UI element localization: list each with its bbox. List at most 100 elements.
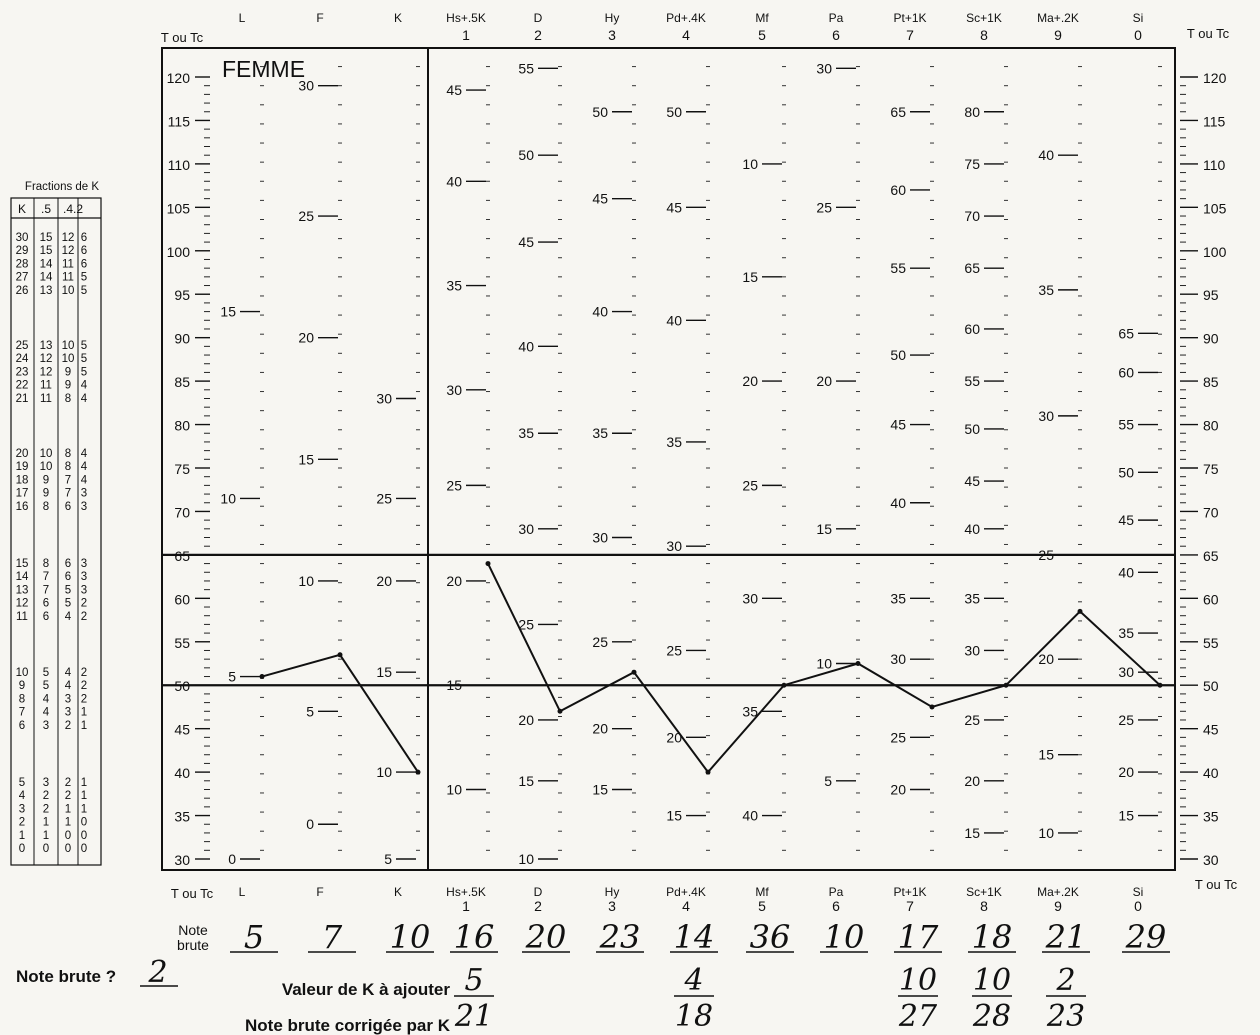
k-fractions-cell: 11 — [16, 611, 28, 623]
k-fractions-cell: 24 — [16, 353, 29, 365]
k-fractions-cell: 7 — [19, 707, 25, 719]
scale-raw-label: 80 — [964, 104, 980, 120]
scale-raw-label: 20 — [376, 573, 392, 589]
scale-header-top-abbr: Pd+.4K — [666, 11, 706, 25]
scale-header-bottom-abbr: Hs+.5K — [446, 885, 486, 899]
note-brute-value: 7 — [322, 918, 343, 956]
scale-header-top-abbr: Hy — [605, 11, 620, 25]
profile-point — [1157, 682, 1163, 688]
k-fractions-cell: 5 — [81, 353, 87, 365]
scale-raw-label: 65 — [964, 260, 980, 276]
k-fractions-cell: 11 — [62, 272, 74, 284]
scale-raw-label: 10 — [816, 656, 832, 672]
scale-raw-label: 20 — [666, 729, 682, 745]
k-fractions-cell: 13 — [16, 584, 29, 596]
right-axis-label: 35 — [1203, 809, 1219, 825]
k-fractions-cell: 15 — [16, 558, 29, 570]
k-fractions-cell: 3 — [19, 803, 25, 815]
k-fractions-cell: 10 — [40, 461, 53, 473]
k-fractions-cell: 6 — [65, 501, 71, 513]
left-axis-label: 40 — [174, 765, 190, 781]
k-fractions-cell: 5 — [43, 680, 49, 692]
right-axis-label: 115 — [1203, 113, 1226, 129]
note-brute-value: 10 — [824, 918, 865, 956]
k-fractions-cell: 6 — [65, 558, 71, 570]
left-axis-label: 55 — [174, 635, 190, 651]
k-fractions-cell: 14 — [16, 571, 29, 583]
scale-raw-label: 50 — [518, 147, 534, 163]
scale-header-top-abbr: D — [534, 11, 543, 25]
k-fractions-cell: 2 — [65, 790, 71, 802]
k-fractions-cell: 2 — [65, 720, 71, 732]
k-fractions-cell: 4 — [43, 693, 50, 705]
scale-raw-label: 25 — [592, 634, 608, 650]
left-axis-label: 100 — [167, 244, 191, 260]
t-label-top-right: T ou Tc — [1187, 26, 1230, 41]
k-fractions-cell: 5 — [19, 777, 25, 789]
k-fractions-cell: 6 — [43, 598, 49, 610]
k-fractions-cell: 7 — [65, 488, 71, 500]
profile-point — [781, 682, 787, 688]
k-fractions-cell: 4 — [43, 707, 50, 719]
note-brute-question-value: 2 — [147, 955, 167, 990]
scale-raw-label: 40 — [592, 304, 608, 320]
scale-raw-label: 15 — [220, 304, 236, 320]
scale-header-bottom-abbr: Hy — [605, 885, 620, 899]
scale-raw-label: 30 — [890, 651, 906, 667]
note-brute-value: 16 — [454, 918, 495, 956]
k-fractions-cell: 2 — [81, 611, 87, 623]
k-fractions-cell: 3 — [81, 584, 87, 596]
scale-header-top-abbr: Ma+.2K — [1037, 11, 1079, 25]
k-fractions-cell: 16 — [16, 501, 29, 513]
k-fractions-cell: 8 — [19, 693, 25, 705]
scale-header-top-abbr: Pt+1K — [893, 11, 926, 25]
scale-raw-label: 35 — [592, 425, 608, 441]
scale-raw-label: 15 — [1118, 808, 1134, 824]
scale-raw-label: 30 — [592, 530, 608, 546]
k-fractions-cell: 18 — [16, 474, 29, 486]
left-axis-label: 120 — [167, 70, 191, 86]
k-fractions-cell: 6 — [81, 245, 87, 257]
note-brute-label: Note — [178, 922, 208, 938]
scale-header-bottom-num: 9 — [1054, 898, 1062, 914]
k-fractions-cell: 1 — [81, 707, 87, 719]
note-brute-value: 21 — [1045, 918, 1087, 956]
scale-raw-label: 25 — [666, 642, 682, 658]
k-fractions-cell: 12 — [16, 598, 29, 610]
scale-header-top-num: 5 — [758, 27, 766, 43]
right-axis-label: 100 — [1203, 244, 1227, 260]
k-fractions-cell: 5 — [43, 667, 49, 679]
scale-raw-label: 10 — [518, 851, 534, 867]
scale-raw-label: 5 — [824, 773, 832, 789]
scale-header-bottom-num: 6 — [832, 898, 840, 914]
scale-raw-label: 70 — [964, 208, 980, 224]
left-axis-label: 110 — [168, 157, 191, 173]
k-fractions-cell: 1 — [65, 803, 71, 815]
scale-header-bottom-abbr: F — [316, 885, 323, 899]
k-fractions-cell: 20 — [16, 448, 29, 460]
k-fractions-cell: 0 — [19, 843, 25, 855]
scale-raw-label: 0 — [306, 816, 314, 832]
right-axis-label: 45 — [1203, 722, 1219, 738]
scale-header-bottom-abbr: Pa — [829, 885, 844, 899]
scale-raw-label: 0 — [228, 851, 236, 867]
scale-raw-label: 20 — [890, 781, 906, 797]
k-fractions-header: K — [18, 202, 26, 216]
k-fractions-cell: 5 — [65, 598, 71, 610]
scale-header-top-abbr: K — [394, 11, 402, 25]
k-fractions-cell: 2 — [81, 680, 87, 692]
k-fractions-cell: 1 — [81, 720, 87, 732]
scale-raw-label: 45 — [666, 199, 682, 215]
t-label-top-left: T ou Tc — [161, 30, 204, 45]
left-axis-label: 50 — [174, 678, 190, 694]
scale-raw-label: 15 — [376, 664, 392, 680]
corrected-value: 27 — [898, 999, 938, 1034]
scale-header-top-abbr: Mf — [755, 11, 769, 25]
scale-raw-label: 45 — [592, 191, 608, 207]
scale-raw-label: 20 — [298, 330, 314, 346]
k-fractions-cell: 30 — [16, 232, 29, 244]
scale-raw-label: 30 — [742, 590, 758, 606]
scale-raw-label: 35 — [964, 590, 980, 606]
scale-header-bottom-abbr: K — [394, 885, 402, 899]
scale-raw-label: 20 — [518, 712, 534, 728]
